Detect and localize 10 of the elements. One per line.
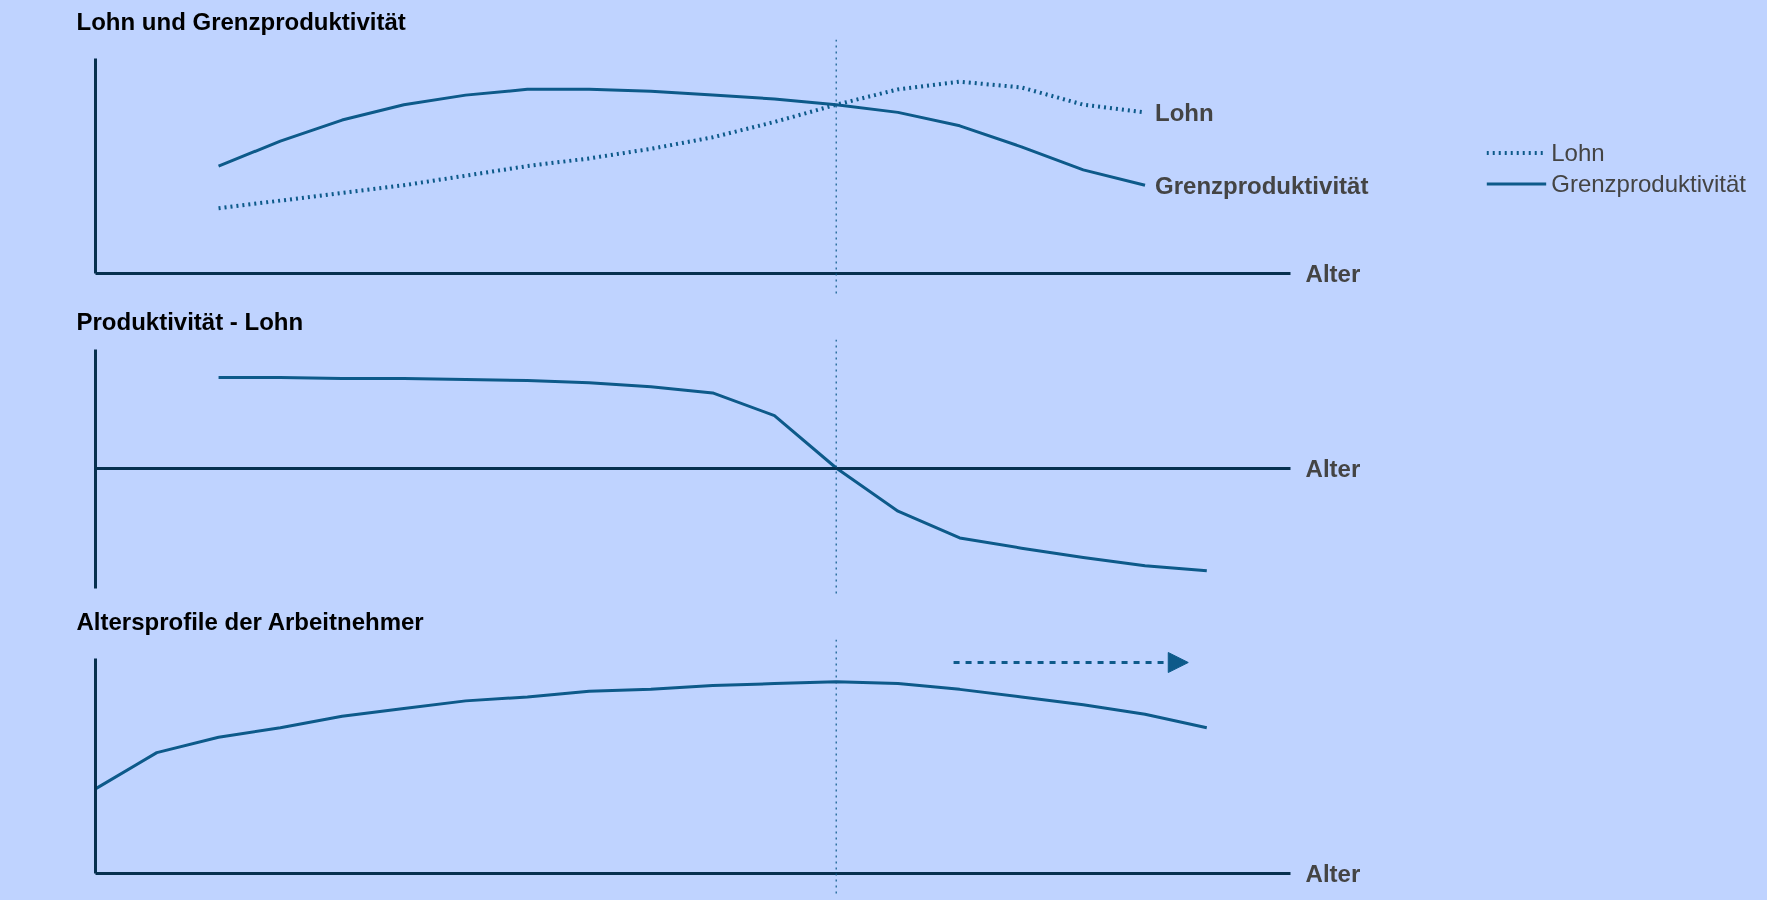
- legend-label: Lohn: [1551, 138, 1605, 166]
- chart-title: Altersprofile der Arbeitnehmer: [76, 607, 424, 635]
- x-axis-title: Alter: [1305, 259, 1361, 287]
- chart-title: Lohn und Grenzproduktivität: [76, 7, 406, 35]
- x-axis-title: Alter: [1305, 454, 1361, 482]
- x-axis-title: Alter: [1305, 859, 1361, 887]
- legend-label: Grenzproduktivität: [1551, 169, 1746, 197]
- text: Lohn: [1155, 98, 1214, 126]
- text: Grenzproduktivität: [1155, 171, 1369, 199]
- chart-title: Produktivität - Lohn: [76, 307, 304, 335]
